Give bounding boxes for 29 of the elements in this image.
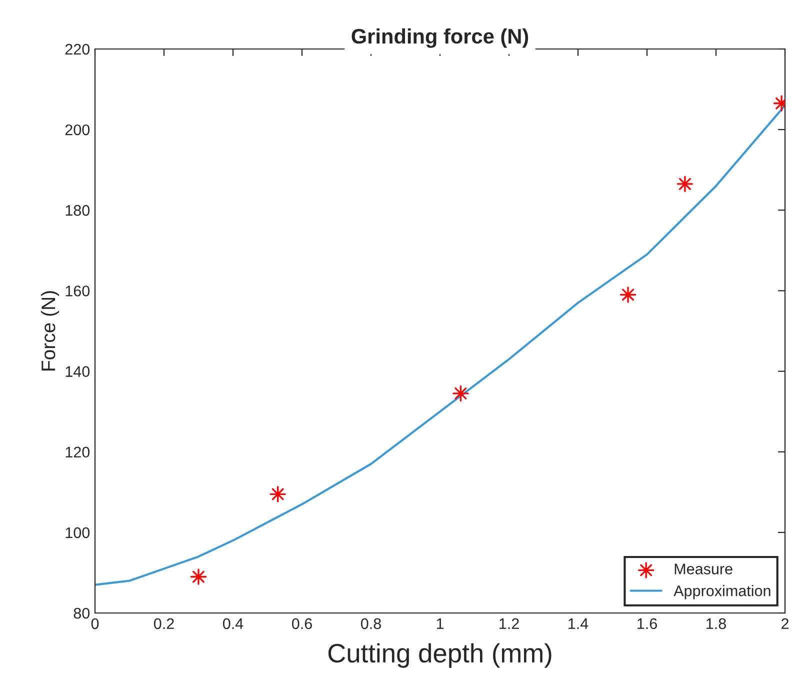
y-tick-label: 100: [66, 527, 90, 538]
point: [190, 568, 207, 585]
y-axis-title: Force (N): [40, 291, 60, 370]
point: [620, 286, 636, 303]
x-tick-label: 1: [436, 618, 444, 629]
legend-label: Approximation: [674, 585, 770, 600]
y-tick-label: 120: [66, 446, 90, 458]
chart-title: Grinding force (N): [352, 28, 528, 48]
x-tick-label: 2: [782, 618, 788, 629]
x-tick-label: 1.8: [706, 618, 726, 630]
y-tick-label: 80: [74, 608, 90, 619]
x-tick-label: 0.8: [360, 618, 381, 630]
x-tick-label: 1.2: [500, 618, 519, 629]
point: [452, 385, 469, 402]
point: [270, 486, 286, 502]
point: [676, 176, 694, 192]
x-tick-label: 1.6: [638, 618, 657, 630]
y-tick-label: 200: [65, 124, 90, 136]
x-tick-label: 0: [91, 618, 99, 630]
y-tick-label: 180: [66, 205, 90, 216]
y-tick-label: 220: [65, 44, 90, 55]
y-tick-label: 140: [66, 366, 90, 377]
y-tick-label: 160: [66, 286, 90, 296]
x-axis-title: Cutting depth (mm): [328, 643, 552, 668]
legend-label: Measure: [674, 564, 732, 574]
x-tick-label: 0.4: [222, 618, 244, 630]
x-tick-label: 1.4: [568, 618, 588, 629]
x-tick-label: 0.6: [292, 618, 312, 630]
x-tick-label: 0.2: [154, 618, 174, 630]
